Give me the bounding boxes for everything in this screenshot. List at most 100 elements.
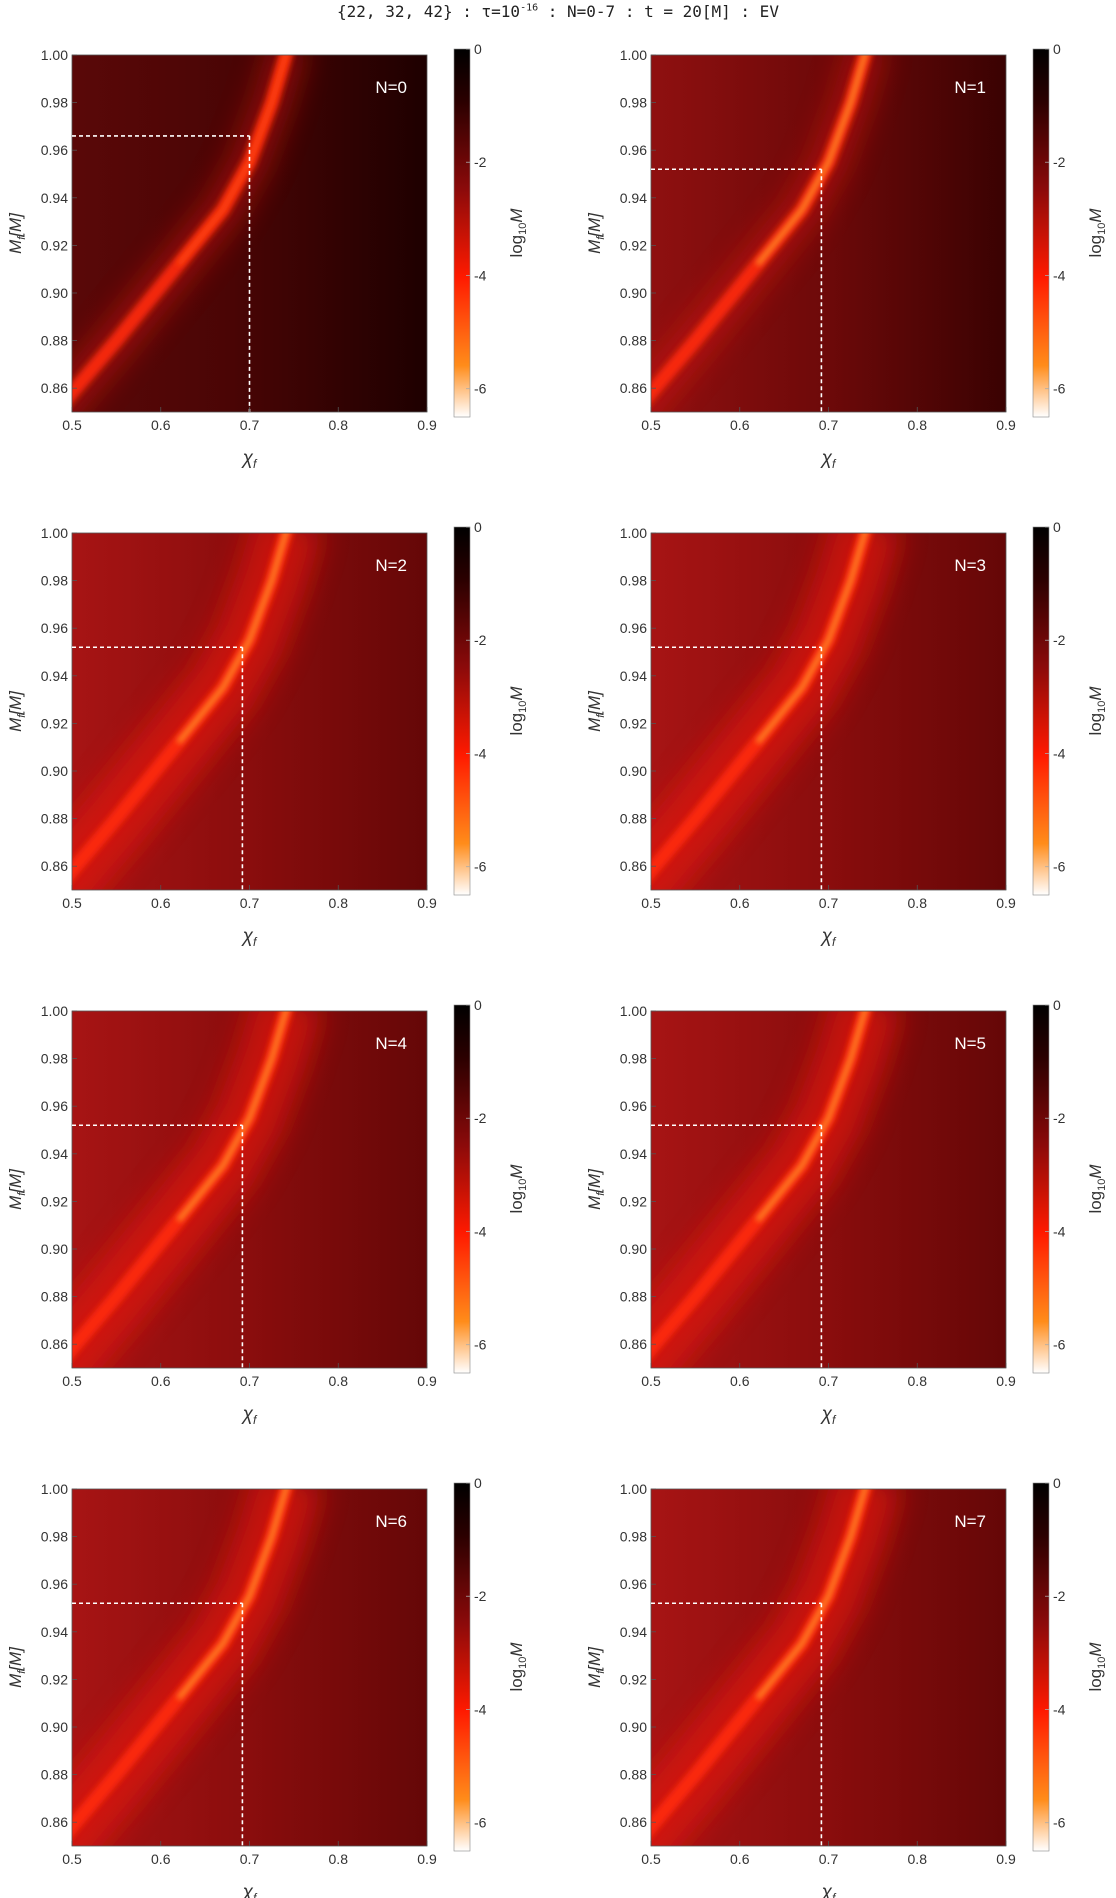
y-tick-label: 0.86 (41, 380, 68, 396)
heatmap-core (755, 533, 868, 744)
y-tick-label: 0.88 (41, 1289, 68, 1305)
y-tick-label: 0.98 (41, 1051, 68, 1067)
colorbar (1032, 526, 1050, 896)
y-axis-label: Mf[M] (6, 212, 28, 254)
panel-label: N=3 (954, 556, 986, 575)
colorbar-tick-label: -4 (474, 1223, 487, 1239)
x-tick-label: 0.5 (641, 895, 661, 911)
colorbar (1032, 1482, 1050, 1852)
panel-label: N=6 (375, 1512, 407, 1531)
heatmap-panel-3: N=3 0.5 0.6 0.7 0.8 0.9 0.86 0.88 0.90 0.92 0.94 0.… (585, 519, 1108, 949)
colorbar-tick-label: -2 (1053, 1588, 1066, 1604)
x-tick-label: 0.8 (329, 895, 349, 911)
x-tick-label: 0.7 (240, 1373, 260, 1389)
y-tick-label: 0.96 (620, 620, 647, 636)
x-tick-label: 0.7 (240, 1851, 260, 1867)
y-tick-label: 0.96 (41, 1098, 68, 1114)
colorbar-label: log10M (1086, 1642, 1108, 1692)
x-tick-label: 0.8 (329, 417, 349, 433)
x-tick-label: 0.9 (417, 417, 437, 433)
x-tick-label: 0.5 (641, 1373, 661, 1389)
y-axis-label: Mf[M] (585, 212, 607, 254)
y-tick-label: 1.00 (41, 1003, 68, 1019)
y-axis-label: Mf[M] (6, 1646, 28, 1688)
colorbar (453, 48, 471, 418)
colorbar-label: log10M (507, 686, 529, 736)
colorbar-tick-label: -6 (474, 1815, 487, 1831)
colorbar-tick-label: 0 (1053, 997, 1061, 1013)
colorbar (1032, 48, 1050, 418)
colorbar-tick-label: -6 (1053, 1337, 1066, 1353)
title-suffix: : N=0-7 : t = 20[M] : EV (538, 2, 779, 21)
colorbar-label: log10M (1086, 686, 1108, 736)
y-tick-label: 0.86 (620, 1814, 647, 1830)
colorbar-tick-label: -4 (1053, 267, 1066, 283)
y-tick-label: 1.00 (620, 1481, 647, 1497)
x-tick-label: 0.8 (329, 1851, 349, 1867)
y-tick-label: 0.96 (41, 142, 68, 158)
x-tick-label: 0.6 (151, 1851, 171, 1867)
colorbar-tick-label: 0 (474, 997, 482, 1013)
heatmap-core (176, 1489, 289, 1700)
y-tick-label: 0.90 (620, 285, 647, 301)
y-tick-label: 0.92 (620, 1671, 647, 1687)
x-tick-label: 0.9 (417, 895, 437, 911)
y-tick-label: 0.88 (620, 811, 647, 827)
panel-label: N=1 (954, 78, 986, 97)
x-tick-label: 0.9 (417, 1373, 437, 1389)
colorbar-tick-label: -2 (1053, 1110, 1066, 1126)
x-axis-label: χf (241, 448, 258, 471)
y-tick-label: 0.98 (41, 1529, 68, 1545)
x-tick-label: 0.9 (996, 417, 1016, 433)
y-tick-label: 0.92 (41, 1193, 68, 1209)
y-tick-label: 0.96 (41, 1576, 68, 1592)
colorbar-tick-label: -4 (474, 1701, 487, 1717)
x-tick-label: 0.7 (240, 895, 260, 911)
y-tick-label: 0.90 (620, 763, 647, 779)
colorbar-tick-label: 0 (1053, 519, 1061, 535)
y-tick-label: 0.88 (620, 1767, 647, 1783)
heatmap-panel-6: N=6 0.5 0.6 0.7 0.8 0.9 0.86 0.88 0.90 0.92 0.94 0.… (6, 1475, 529, 1898)
y-tick-label: 0.98 (620, 1529, 647, 1545)
heatmap-core (755, 1489, 868, 1700)
y-tick-label: 0.88 (41, 811, 68, 827)
page-title: {22, 32, 42} : τ=10-16 : N=0-7 : t = 20[… (0, 2, 1116, 21)
y-tick-label: 0.96 (620, 1576, 647, 1592)
colorbar-tick-label: -4 (1053, 1701, 1066, 1717)
colorbar-tick-label: -4 (474, 267, 487, 283)
colorbar-tick-label: 0 (474, 41, 482, 57)
colorbar-tick-label: -6 (474, 859, 487, 875)
y-axis-label: Mf[M] (585, 1646, 607, 1688)
x-tick-label: 0.6 (730, 1373, 750, 1389)
heatmap-panel-2: N=2 0.5 0.6 0.7 0.8 0.9 0.86 0.88 0.90 0.92 0.94 0.… (6, 519, 529, 949)
x-tick-label: 0.5 (62, 1851, 82, 1867)
y-tick-label: 0.98 (620, 1051, 647, 1067)
colorbar-label: log10M (507, 1164, 529, 1214)
x-tick-label: 0.6 (151, 895, 171, 911)
y-tick-label: 0.94 (41, 1146, 68, 1162)
x-tick-label: 0.5 (62, 417, 82, 433)
y-tick-label: 0.86 (620, 380, 647, 396)
colorbar-tick-label: -2 (474, 1110, 487, 1126)
x-axis-label: χf (241, 1404, 258, 1427)
x-tick-label: 0.5 (62, 1373, 82, 1389)
panel-label: N=0 (375, 78, 407, 97)
colorbar (453, 1004, 471, 1374)
x-axis-label: χf (820, 1404, 837, 1427)
x-axis-label: χf (820, 448, 837, 471)
y-tick-label: 1.00 (41, 47, 68, 63)
y-tick-label: 1.00 (41, 525, 68, 541)
y-tick-label: 0.90 (41, 285, 68, 301)
y-tick-label: 0.96 (620, 1098, 647, 1114)
x-tick-label: 0.8 (908, 895, 928, 911)
colorbar-label: log10M (507, 208, 529, 258)
x-axis-label: χf (820, 926, 837, 949)
colorbar-tick-label: 0 (474, 1475, 482, 1491)
x-tick-label: 0.5 (641, 1851, 661, 1867)
heatmap-core (755, 55, 868, 266)
y-tick-label: 1.00 (620, 47, 647, 63)
y-axis-label: Mf[M] (6, 1168, 28, 1210)
x-axis-label: χf (820, 1882, 837, 1898)
colorbar-tick-label: -2 (474, 632, 487, 648)
